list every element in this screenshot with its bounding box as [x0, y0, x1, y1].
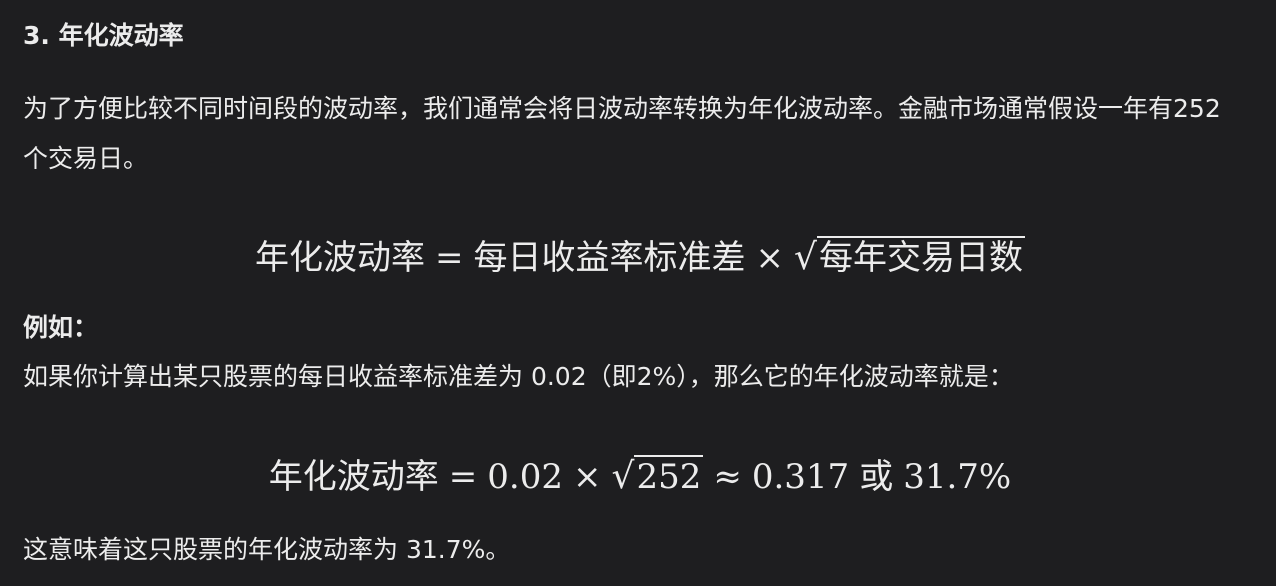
sqrt-radicand: 每年交易日数 — [816, 236, 1025, 278]
formula-factor: 0.02 — [487, 457, 563, 497]
times-sign: × — [755, 238, 785, 278]
intro-paragraph: 为了方便比较不同时间段的波动率，我们通常会将日波动率转换为年化波动率。金融市场通… — [23, 94, 1221, 173]
formula-percent: 31.7% — [903, 457, 1012, 497]
approx-sign: ≈ — [713, 457, 742, 497]
or-word: 或 — [859, 457, 894, 497]
formula-lhs: 年化波动率 — [255, 238, 426, 278]
annualization-formula: 年化波动率 = 每日收益率标准差 × √每年交易日数 — [23, 236, 1257, 280]
sqrt-icon: √ — [794, 237, 817, 278]
square-root: √252 — [611, 455, 704, 499]
conclusion-paragraph: 这意味着这只股票的年化波动率为 31.7%。 — [23, 535, 511, 564]
example-formula: 年化波动率 = 0.02 × √252 ≈0.317 或 31.7% — [23, 455, 1257, 499]
formula-result: 0.317 — [751, 457, 850, 497]
section-heading: 3. 年化波动率 — [23, 21, 184, 50]
formula-term: 每日收益率标准差 — [473, 238, 746, 278]
sqrt-icon: √ — [611, 456, 635, 497]
square-root: √每年交易日数 — [794, 236, 1025, 280]
example-paragraph: 如果你计算出某只股票的每日收益率标准差为 0.02（即2%），那么它的年化波动率… — [23, 362, 1014, 391]
formula-lhs: 年化波动率 — [268, 457, 439, 497]
times-sign: × — [572, 457, 602, 497]
equals-sign: = — [448, 457, 478, 497]
sqrt-radicand: 252 — [634, 455, 704, 497]
example-label: 例如： — [23, 313, 99, 342]
scrollbar-edge — [1276, 0, 1280, 586]
equals-sign: = — [435, 238, 464, 278]
